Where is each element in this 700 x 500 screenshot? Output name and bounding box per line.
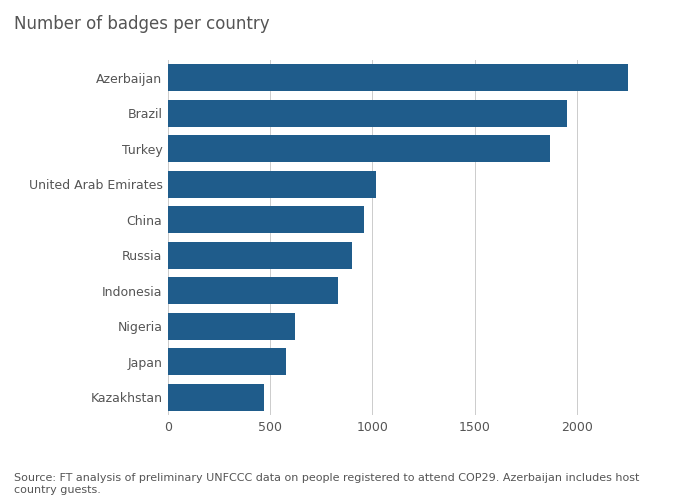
Bar — [168, 313, 295, 340]
Bar — [168, 242, 352, 268]
Bar — [168, 384, 264, 410]
Bar — [168, 206, 364, 233]
Bar — [168, 64, 628, 91]
Bar — [168, 136, 550, 162]
Bar — [168, 171, 377, 198]
Text: Number of badges per country: Number of badges per country — [14, 15, 270, 33]
Bar — [168, 100, 566, 126]
Bar — [168, 278, 337, 304]
Bar — [168, 348, 286, 375]
Text: Source: FT analysis of preliminary UNFCCC data on people registered to attend CO: Source: FT analysis of preliminary UNFCC… — [14, 474, 639, 495]
